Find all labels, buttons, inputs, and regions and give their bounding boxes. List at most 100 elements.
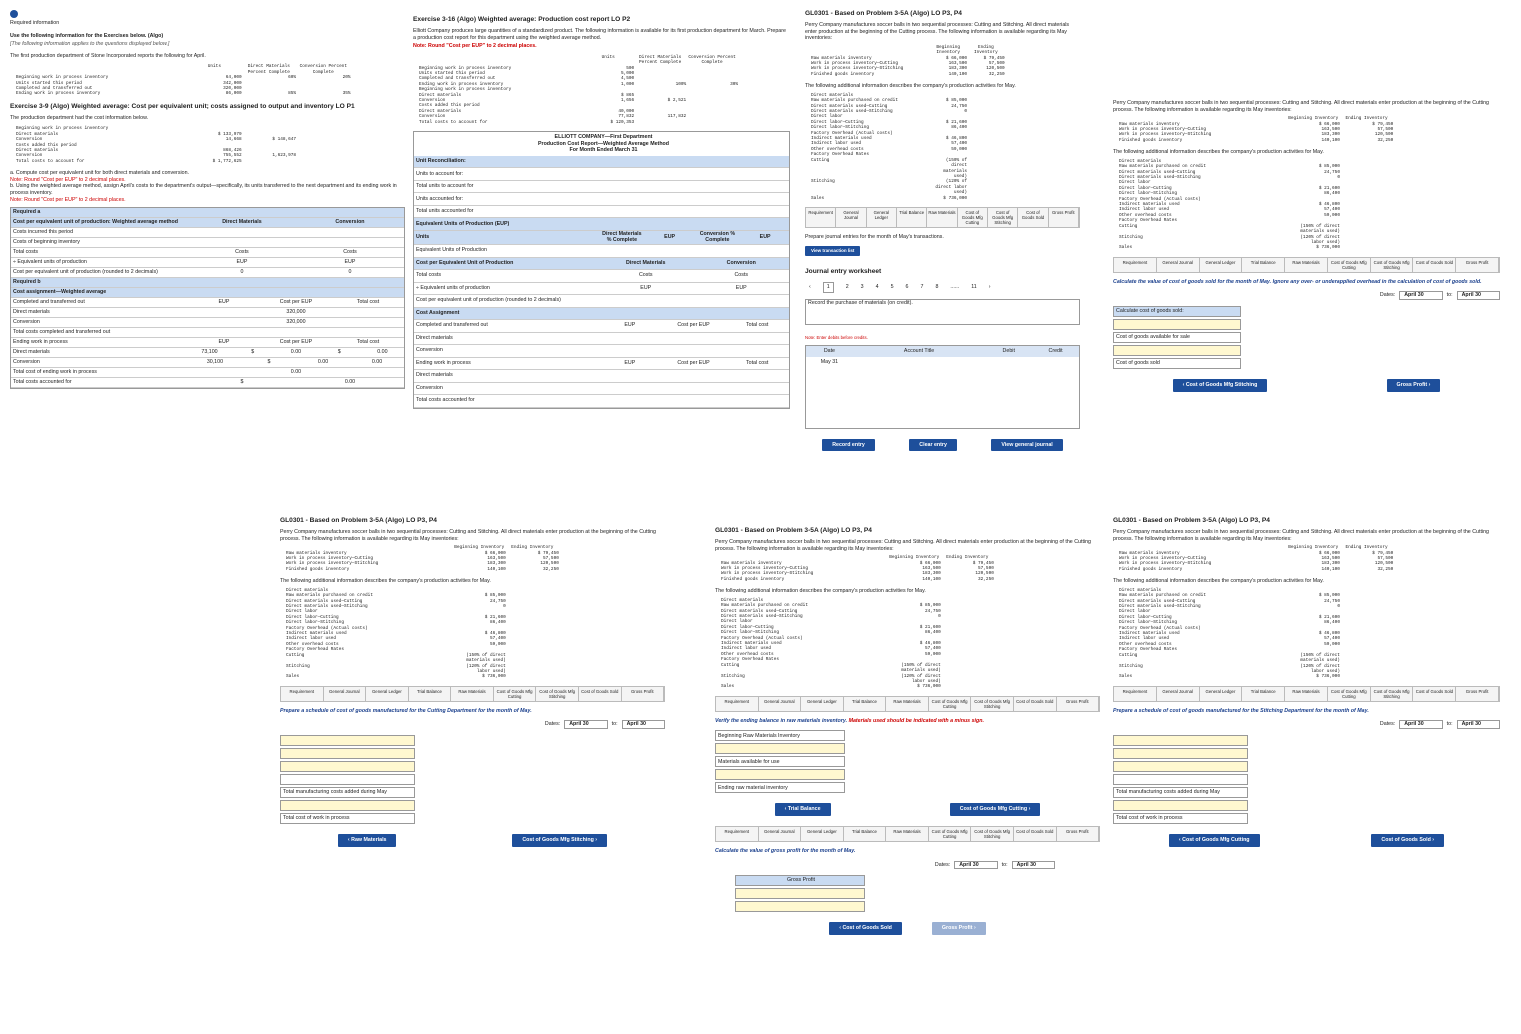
page[interactable]: 4 xyxy=(875,284,879,291)
page[interactable]: 11 xyxy=(971,284,977,291)
data-table: Units Direct Materials Percent Complete Co… xyxy=(413,55,790,125)
tab[interactable]: General Ledger xyxy=(1199,686,1243,701)
tab[interactable]: Cost of Goods Mfg Stitching xyxy=(536,686,579,701)
next-button[interactable]: Gross Profit › xyxy=(1386,378,1441,392)
page[interactable]: ...... xyxy=(950,284,960,291)
tab[interactable]: Gross Profit xyxy=(1048,207,1079,227)
date-select[interactable]: April 30 xyxy=(621,720,665,729)
tab[interactable]: Raw Materials xyxy=(451,686,494,701)
tab[interactable]: Raw Materials xyxy=(886,696,929,711)
button[interactable]: Clear entry xyxy=(909,438,957,452)
tab[interactable]: General Journal xyxy=(323,686,367,701)
page[interactable]: 7 xyxy=(920,284,924,291)
tab[interactable]: Trial Balance xyxy=(408,686,452,701)
cell: 0.00 xyxy=(317,359,329,366)
tab[interactable]: Cost of Goods Mfg Cutting xyxy=(928,826,972,841)
tab[interactable]: General Journal xyxy=(1156,686,1200,701)
tab[interactable]: Trial Balance xyxy=(843,826,887,841)
tab[interactable]: Raw Materials xyxy=(1285,686,1328,701)
tab[interactable]: Cost of Goods Sold xyxy=(1013,696,1057,711)
date-select[interactable]: April 30 xyxy=(954,860,998,870)
tab[interactable]: Trial Balance xyxy=(1242,686,1286,701)
prev-button[interactable]: ‹ Cost of Goods Mfg Cutting xyxy=(1168,833,1260,847)
tab[interactable]: Cost of Goods Sold xyxy=(1413,257,1457,272)
tab[interactable]: Cost of Goods Mfg Cutting xyxy=(493,686,537,701)
prev-button[interactable]: ‹ Cost of Goods Mfg Stitching xyxy=(1172,378,1268,392)
next-button[interactable]: Cost of Goods Mfg Stitching › xyxy=(512,833,608,847)
page[interactable]: 1 xyxy=(822,282,834,293)
next-button[interactable]: Gross Profit › xyxy=(931,922,986,935)
tab[interactable]: Cost of Goods Sold xyxy=(1413,686,1457,701)
prev-button[interactable]: ‹ Raw Materials xyxy=(337,833,397,847)
tab[interactable]: General Ledger xyxy=(801,826,844,841)
tab[interactable]: Requirement xyxy=(1114,257,1157,272)
tab[interactable]: Cost of Goods Sold xyxy=(1018,207,1049,227)
cell: $ 85,000 xyxy=(945,98,968,104)
page[interactable]: 5 xyxy=(890,284,894,291)
tab[interactable]: General Ledger xyxy=(366,686,409,701)
header-cell: Beginning Inventory xyxy=(889,555,940,561)
button[interactable]: Record entry xyxy=(822,438,875,452)
tab[interactable]: Cost of Goods Mfg Cutting xyxy=(957,207,988,227)
tab[interactable]: Gross Profit xyxy=(621,686,665,701)
tab[interactable]: Requirement xyxy=(1114,686,1157,701)
tab[interactable]: Cost of Goods Sold xyxy=(578,686,622,701)
next-arrow[interactable]: › xyxy=(988,284,991,291)
tab[interactable]: Gross Profit xyxy=(1056,696,1100,711)
date-select[interactable]: April 30 xyxy=(1399,720,1443,729)
view-list-button[interactable]: View transaction list xyxy=(805,245,861,257)
tab[interactable]: Cost of Goods Mfg Stitching xyxy=(987,207,1019,227)
date-select[interactable]: April 30 xyxy=(1011,860,1055,870)
tab[interactable]: Gross Profit xyxy=(1456,257,1500,272)
tab[interactable]: Cost of Goods Mfg Cutting xyxy=(928,696,972,711)
prev-button[interactable]: ‹ Cost of Goods Sold xyxy=(829,922,902,935)
tab[interactable]: Gross Profit xyxy=(1456,686,1500,701)
tab[interactable]: General Ledger xyxy=(1199,257,1243,272)
date-select[interactable]: April 30 xyxy=(1399,291,1443,300)
cell: Finished goods inventory xyxy=(811,71,875,77)
date-select[interactable]: April 30 xyxy=(1456,720,1500,729)
tab[interactable]: General Journal xyxy=(1156,257,1200,272)
tab[interactable]: General Journal xyxy=(758,826,802,841)
tab[interactable]: Cost of Goods Mfg Stitching xyxy=(971,696,1014,711)
tab[interactable]: General Ledger xyxy=(866,207,897,227)
prev-button[interactable]: ‹ Trial Balance xyxy=(774,803,831,816)
table-row: Work in process inventory—Stitching 183,3… xyxy=(286,561,665,566)
tab[interactable]: Raw Materials xyxy=(927,207,958,227)
tab[interactable]: Requirement xyxy=(806,207,837,227)
tab[interactable]: Requirement xyxy=(716,826,759,841)
tab[interactable]: Requirement xyxy=(281,686,324,701)
info-icon xyxy=(10,10,18,18)
cell: Raw materials inventory xyxy=(721,560,782,566)
page[interactable]: 6 xyxy=(905,284,909,291)
tab[interactable]: Gross Profit xyxy=(1056,826,1100,841)
page[interactable]: 2 xyxy=(845,284,849,291)
next-button[interactable]: Cost of Goods Sold › xyxy=(1371,833,1445,847)
table-row: Direct labor—Cutting $ 21,600 xyxy=(1119,615,1500,620)
next-button[interactable]: Cost of Goods Mfg Cutting › xyxy=(949,803,1041,816)
tab[interactable]: Cost of Goods Mfg Cutting xyxy=(1327,257,1371,272)
prev-arrow[interactable]: ‹ xyxy=(809,284,811,291)
tab[interactable]: General Journal xyxy=(836,207,867,227)
button[interactable]: View general journal xyxy=(991,438,1063,452)
date: May 31 xyxy=(820,358,839,365)
tab[interactable]: Cost of Goods Mfg Cutting xyxy=(1327,686,1371,701)
tab[interactable]: Cost of Goods Mfg Stitching xyxy=(971,826,1014,841)
date-select[interactable]: April 30 xyxy=(564,720,608,729)
tab[interactable]: Requirement xyxy=(716,696,759,711)
date-select[interactable]: April 30 xyxy=(1456,291,1500,300)
tab[interactable]: Raw Materials xyxy=(886,826,929,841)
tab[interactable]: Cost of Goods Mfg Stitching xyxy=(1370,257,1414,272)
tab[interactable]: Trial Balance xyxy=(896,207,928,227)
tab[interactable]: Cost of Goods Mfg Stitching xyxy=(1370,686,1414,701)
tab[interactable]: Raw Materials xyxy=(1285,257,1328,272)
tab[interactable]: Cost of Goods Sold xyxy=(1013,826,1057,841)
cell: Equivalent Units of Production (EUP) xyxy=(416,220,510,227)
tab[interactable]: General Journal xyxy=(758,696,802,711)
table-row: Direct materials xyxy=(811,93,1080,98)
tab[interactable]: Trial Balance xyxy=(1242,257,1286,272)
tab[interactable]: General Ledger xyxy=(801,696,844,711)
page[interactable]: 8 xyxy=(935,284,939,291)
page[interactable]: 3 xyxy=(860,284,864,291)
tab[interactable]: Trial Balance xyxy=(843,696,887,711)
